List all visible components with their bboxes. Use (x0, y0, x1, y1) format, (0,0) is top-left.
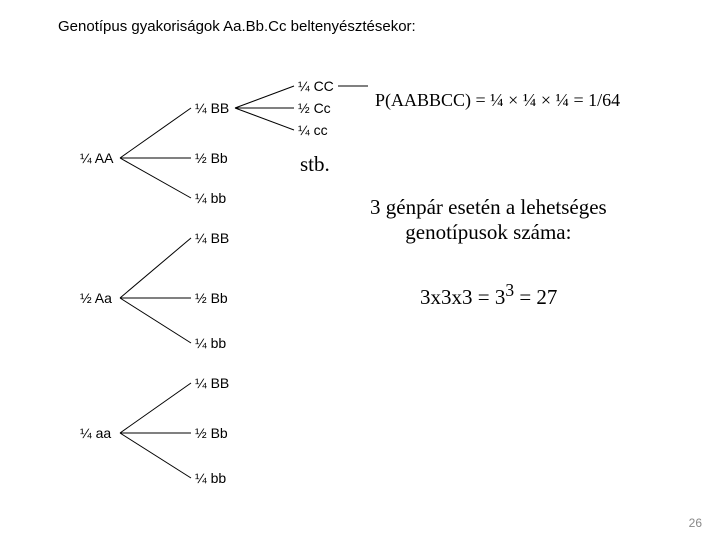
title: Genotípus gyakoriságok Aa.Bb.Cc beltenyé… (58, 18, 416, 35)
genepair-text: 3 génpár esetén a lehetséges genotípusok… (370, 195, 607, 245)
level3-node-2: ¼ cc (298, 122, 328, 138)
level1-node-2: ¼ aa (80, 425, 111, 441)
level2-node-2-2: ¼ bb (195, 470, 226, 486)
slide-number: 26 (689, 516, 702, 530)
level1-node-0: ¼ AA (80, 150, 113, 166)
level3-node-0: ¼ CC (298, 78, 334, 94)
level2-node-2-0: ¼ BB (195, 375, 229, 391)
level2-node-1-2: ¼ bb (195, 335, 226, 351)
genepair-line1: 3 génpár esetén a lehetséges (370, 195, 607, 219)
level2-node-2-1: ½ Bb (195, 425, 228, 441)
level2-node-0-1: ½ Bb (195, 150, 228, 166)
probability-formula: P(AABBCC) = ¼ × ¼ × ¼ = 1/64 (375, 90, 620, 111)
level3-node-1: ½ Cc (298, 100, 331, 116)
level2-node-0-0: ¼ BB (195, 100, 229, 116)
level2-node-1-1: ½ Bb (195, 290, 228, 306)
stb-label: stb. (300, 152, 330, 177)
calculation: 3x3x3 = 33 = 27 (420, 280, 557, 310)
level2-node-1-0: ¼ BB (195, 230, 229, 246)
level2-node-0-2: ¼ bb (195, 190, 226, 206)
genepair-line2: genotípusok száma: (405, 220, 571, 244)
level1-node-1: ½ Aa (80, 290, 112, 306)
